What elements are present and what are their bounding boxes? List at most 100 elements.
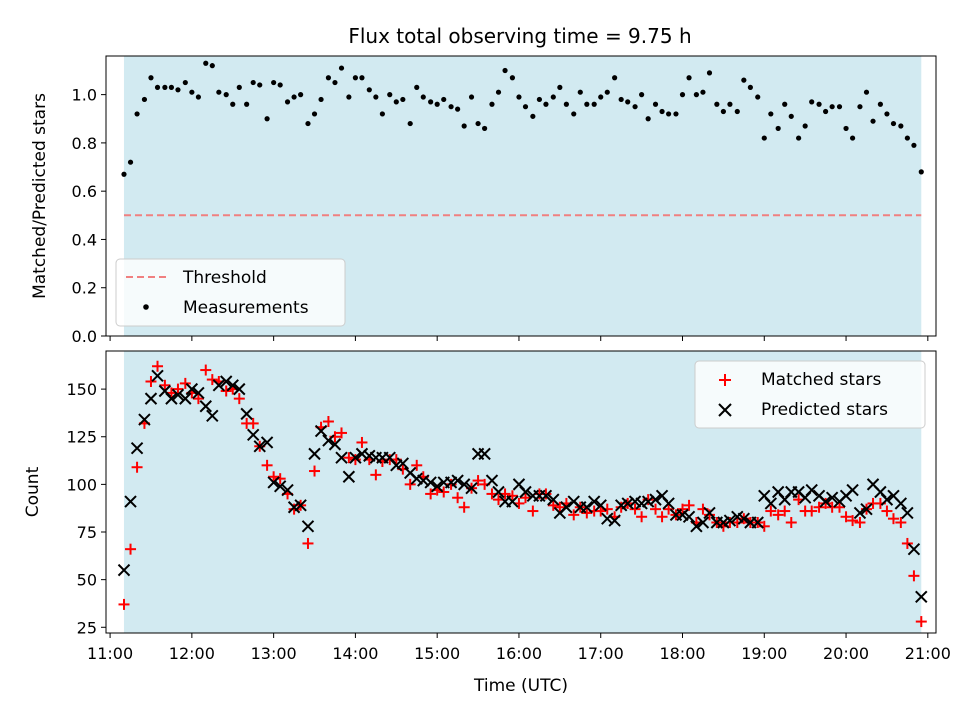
- predicted-star-point: [485, 474, 499, 487]
- matched-star-point: [336, 427, 348, 439]
- predicted-star-point: [424, 476, 437, 489]
- predicted-star-point: [737, 512, 751, 525]
- matched-star-point: [650, 503, 662, 515]
- bottom-legend-box: [694, 360, 926, 429]
- bottom-ytick-label: 25: [77, 618, 97, 637]
- measurement-point: [154, 84, 161, 90]
- predicted-star-point: [192, 386, 205, 400]
- measurement-point: [788, 113, 794, 119]
- matched-star-point: [192, 393, 204, 405]
- measurement-point: [400, 96, 406, 103]
- predicted-star-point: [179, 392, 192, 405]
- measurement-point: [203, 60, 209, 66]
- matched-star-point: [527, 505, 539, 517]
- matched-star-point: [887, 513, 899, 525]
- matched-star-point: [656, 511, 668, 523]
- matched-star-point: [125, 543, 137, 555]
- predicted-star-point: [478, 447, 491, 461]
- measurement-point: [768, 111, 774, 117]
- predicted-star-point: [165, 392, 178, 405]
- measurement-point: [577, 89, 583, 95]
- matched-star-point: [854, 516, 866, 528]
- measurement-point: [318, 96, 324, 103]
- measurement-point: [216, 89, 222, 95]
- top-y-ticks: 0.0 0.2 0.4 0.6 0.8 1.0: [72, 86, 106, 346]
- measurement-point: [284, 99, 291, 105]
- legend-matched-label: Matched stars: [761, 370, 881, 390]
- predicted-star-point: [355, 447, 369, 461]
- predicted-star-point: [117, 563, 131, 577]
- matched-star-point: [343, 452, 355, 464]
- measurement-point: [448, 104, 454, 110]
- predicted-star-point: [253, 440, 266, 453]
- predicted-star-point: [649, 493, 662, 506]
- measurement-point: [911, 142, 917, 148]
- bottom-xtick-label: 13:00: [251, 644, 297, 663]
- predicted-star-point: [130, 441, 144, 455]
- bottom-panel: 25 50 75 100 125 150 11:00 12:00 13:00 14:00 15:0…: [23, 350, 951, 696]
- bottom-xtick-label: 16:00: [496, 644, 542, 663]
- predicted-star-point: [273, 480, 287, 493]
- measurement-point: [244, 101, 250, 107]
- measurement-point: [455, 106, 461, 112]
- legend-matched-swatch: [719, 374, 731, 386]
- predicted-star-point: [560, 501, 573, 514]
- measurement-point: [461, 123, 467, 129]
- measurement-point: [223, 92, 229, 98]
- bottom-ytick-label: 100: [66, 475, 97, 494]
- measurement-point: [857, 104, 863, 110]
- legend-measurements-label: Measurements: [183, 298, 309, 318]
- matched-star-point: [629, 503, 641, 515]
- measurement-point: [346, 94, 352, 100]
- matched-star-point: [785, 516, 797, 528]
- measurement-point: [550, 94, 556, 100]
- measurement-point: [639, 92, 645, 98]
- matched-star-point: [881, 505, 893, 517]
- bottom-xtick-label: 18:00: [659, 644, 705, 663]
- matched-star-point: [438, 486, 450, 498]
- measurement-point: [250, 79, 256, 86]
- matched-star-point: [834, 501, 846, 513]
- measurement-point: [127, 159, 134, 165]
- measurement-point: [325, 75, 332, 81]
- matched-star-point: [506, 490, 518, 502]
- measurement-point: [379, 111, 385, 117]
- bottom-xtick-label: 17:00: [578, 644, 624, 663]
- predicted-star-point: [846, 483, 859, 497]
- measurement-point: [782, 101, 788, 107]
- measurement-point: [809, 99, 815, 105]
- predicted-star-point: [594, 499, 607, 512]
- matched-star-point: [663, 503, 675, 515]
- measurement-point: [673, 111, 679, 117]
- predicted-star-point: [308, 447, 321, 461]
- measurement-point: [516, 94, 522, 100]
- predicted-star-point: [430, 480, 444, 493]
- matched-star-point: [152, 360, 164, 372]
- matched-star-point: [349, 454, 361, 466]
- predicted-star-point: [226, 379, 239, 392]
- predicted-star-point: [805, 483, 818, 497]
- matched-star-point: [452, 492, 464, 504]
- count-points: [117, 360, 928, 628]
- predicted-star-point: [723, 514, 737, 527]
- measurement-point: [679, 92, 686, 98]
- matched-star-point: [411, 459, 423, 471]
- measurement-point: [747, 84, 753, 90]
- predicted-star-point: [621, 497, 634, 510]
- top-ylabel: Matched/Predicted stars: [30, 93, 50, 299]
- measurement-point: [802, 123, 808, 129]
- measurement-point: [495, 89, 502, 95]
- matched-star-point: [206, 374, 218, 386]
- top-legend: Threshold Measurements: [115, 258, 346, 327]
- measurement-point: [632, 104, 638, 110]
- matched-star-point: [703, 509, 715, 521]
- matched-star-point: [309, 465, 321, 477]
- measurement-point: [352, 75, 359, 81]
- measurement-point: [359, 75, 365, 81]
- measurement-point: [563, 101, 569, 107]
- bottom-ytick-label: 125: [66, 428, 97, 447]
- measurement-point: [775, 125, 781, 132]
- measurement-point: [884, 111, 890, 117]
- predicted-star-point: [328, 438, 342, 451]
- matched-star-point: [472, 475, 484, 487]
